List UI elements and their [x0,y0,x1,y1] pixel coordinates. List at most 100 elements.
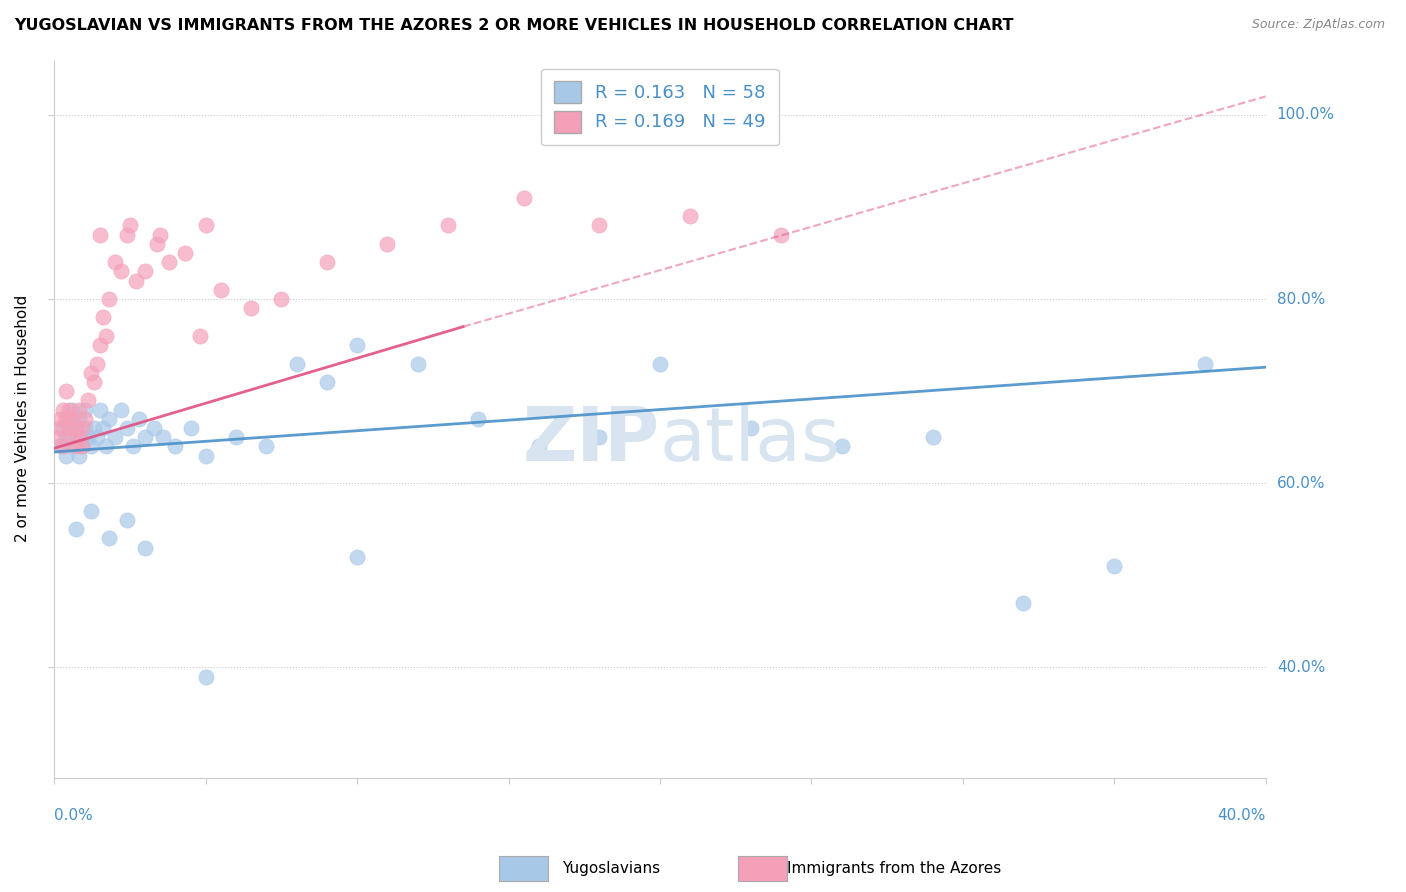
Point [152,430,174,444]
Point [70,430,93,444]
Point [65,421,87,435]
Point [1194,357,1216,371]
Point [1102,559,1125,574]
Point [97,411,120,425]
Point [62,439,84,453]
Point [62,411,84,425]
Point [70,421,93,435]
Text: YUGOSLAVIAN VS IMMIGRANTS FROM THE AZORES 2 OR MORE VEHICLES IN HOUSEHOLD CORREL: YUGOSLAVIAN VS IMMIGRANTS FROM THE AZORE… [14,18,1014,33]
Point [58,430,80,444]
Point [740,421,762,435]
Point [512,191,534,205]
Point [89,338,111,352]
Point [648,357,671,371]
Point [62,402,84,417]
Text: Yugoslavians: Yugoslavians [562,862,661,876]
Point [188,329,211,343]
Point [52,421,75,435]
Text: atlas: atlas [659,404,841,477]
Point [254,439,277,453]
Point [91,421,114,435]
Point [65,421,87,435]
Text: 40.0%: 40.0% [1218,808,1265,823]
Point [194,219,217,233]
Point [94,439,117,453]
Point [91,310,114,325]
Point [406,357,429,371]
Point [67,449,90,463]
Text: 100.0%: 100.0% [1277,107,1334,122]
Point [89,227,111,242]
Point [921,430,943,444]
Point [49,439,72,453]
Y-axis label: 2 or more Vehicles in Household: 2 or more Vehicles in Household [15,295,30,542]
Point [110,402,132,417]
Text: ZIP: ZIP [523,404,659,477]
Point [315,375,337,389]
Point [143,421,166,435]
Point [79,366,101,380]
Point [94,329,117,343]
Point [194,670,217,684]
Point [134,430,156,444]
Point [679,209,702,223]
Point [134,264,156,278]
Point [67,411,90,425]
Point [49,421,72,435]
Point [76,430,98,444]
Point [122,439,145,453]
Point [70,439,93,453]
Point [104,255,127,269]
Text: 40.0%: 40.0% [1277,660,1324,675]
Point [55,384,77,398]
Point [83,421,105,435]
Point [270,292,292,306]
Point [1012,596,1035,610]
Point [49,411,72,425]
Legend: R = 0.163   N = 58, R = 0.169   N = 49: R = 0.163 N = 58, R = 0.169 N = 49 [541,69,779,145]
Text: Immigrants from the Azores: Immigrants from the Azores [787,862,1001,876]
Point [588,430,610,444]
Point [46,430,69,444]
Point [285,357,308,371]
Point [83,375,105,389]
Point [146,236,169,251]
Point [125,274,148,288]
Point [346,549,368,564]
Point [180,421,202,435]
Point [55,411,77,425]
Point [97,292,120,306]
Point [89,402,111,417]
Point [467,411,489,425]
Point [55,449,77,463]
Point [377,236,399,251]
Point [79,439,101,453]
Point [76,393,98,408]
Point [65,439,87,453]
Point [770,227,793,242]
Point [52,402,75,417]
Text: Source: ZipAtlas.com: Source: ZipAtlas.com [1251,18,1385,31]
Text: 80.0%: 80.0% [1277,292,1324,307]
Point [55,430,77,444]
Point [527,439,550,453]
Point [115,227,138,242]
Point [165,439,187,453]
Point [97,532,120,546]
Text: 60.0%: 60.0% [1277,475,1326,491]
Point [86,430,108,444]
Point [115,421,138,435]
Point [73,402,96,417]
Point [62,430,84,444]
Point [157,255,180,269]
Point [115,513,138,527]
Point [73,421,96,435]
Point [70,439,93,453]
Point [67,430,90,444]
Point [173,246,195,260]
Point [149,227,172,242]
Point [831,439,853,453]
Point [110,264,132,278]
Point [65,522,87,536]
Point [73,411,96,425]
